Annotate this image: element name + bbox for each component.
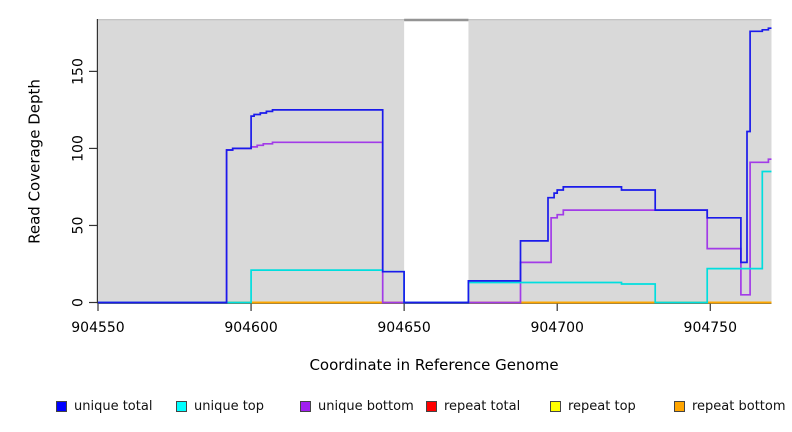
legend-label: unique total xyxy=(74,398,153,414)
legend-swatch-repeat-top xyxy=(550,400,561,412)
series-line-unique-total xyxy=(98,27,772,304)
x-tick-label: 904700 xyxy=(530,320,584,336)
y-axis-title: Read Coverage Depth xyxy=(25,79,44,244)
legend-swatch-unique-total xyxy=(56,400,67,412)
y-tick-label: 0 xyxy=(70,298,87,307)
y-tick-label: 150 xyxy=(70,58,87,85)
legend: unique total unique top unique bottom re… xyxy=(0,398,792,418)
legend-label: repeat bottom xyxy=(692,398,786,414)
legend-item-unique-top: unique top xyxy=(176,398,264,414)
legend-swatch-unique-bottom xyxy=(300,400,311,412)
legend-label: unique top xyxy=(194,398,265,414)
series-line-unique-top xyxy=(98,170,772,304)
legend-item-unique-total: unique total xyxy=(56,398,152,414)
legend-label: repeat total xyxy=(444,398,521,414)
gap-region xyxy=(404,20,469,303)
legend-swatch-repeat-total xyxy=(426,400,437,412)
legend-item-repeat-top: repeat top xyxy=(550,398,636,414)
x-tick-label: 904650 xyxy=(377,320,431,336)
legend-label: unique bottom xyxy=(318,398,414,414)
legend-item-unique-bottom: unique bottom xyxy=(300,398,414,414)
y-tick-label: 100 xyxy=(70,135,87,162)
x-axis-title: Coordinate in Reference Genome xyxy=(309,356,559,374)
x-tick-label: 904550 xyxy=(71,320,125,336)
x-tick-label: 904600 xyxy=(224,320,278,336)
legend-label: repeat top xyxy=(568,398,636,414)
legend-swatch-repeat-bottom xyxy=(674,400,685,412)
legend-item-repeat-total: repeat total xyxy=(426,398,520,414)
legend-swatch-unique-top xyxy=(176,400,187,412)
x-tick-label: 904750 xyxy=(683,320,737,336)
legend-item-repeat-bottom: repeat bottom xyxy=(674,398,786,414)
y-tick-label: 50 xyxy=(70,216,87,235)
